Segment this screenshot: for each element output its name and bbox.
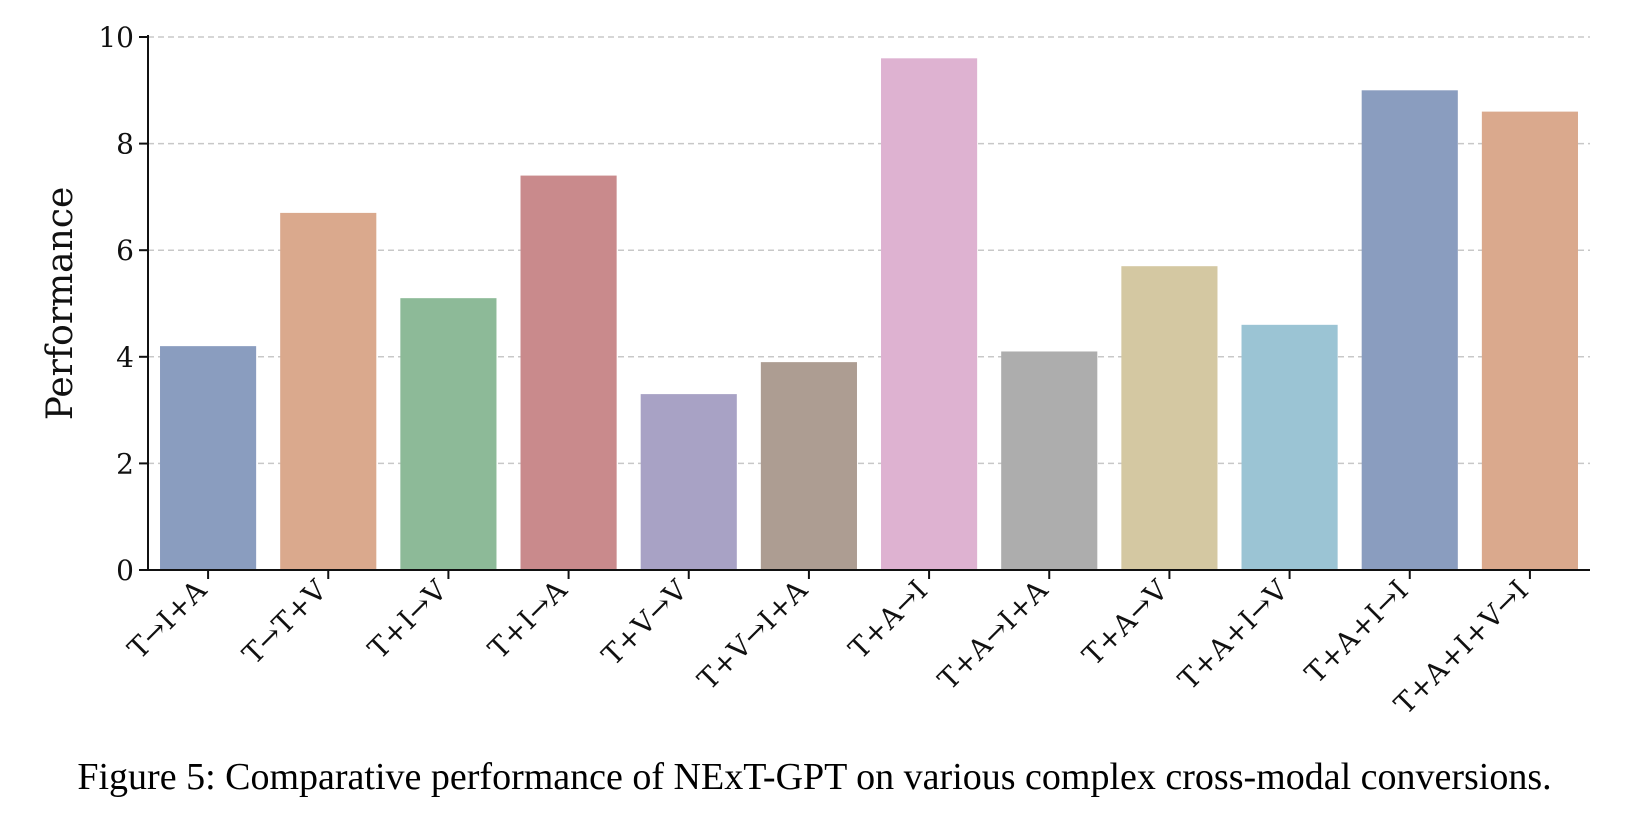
y-axis-label: Performance — [40, 187, 81, 421]
x-tick-label: T+I→A — [482, 573, 574, 665]
axes — [147, 35, 1590, 571]
x-tick-label: T+V→I+A — [691, 573, 814, 696]
x-tick-label: T+A→V — [1076, 573, 1175, 672]
bar — [1361, 90, 1458, 571]
bar — [1001, 351, 1098, 570]
y-tick-label: 2 — [116, 447, 134, 480]
bar — [760, 362, 857, 570]
x-tick-label: T+A→I — [842, 574, 934, 666]
x-tick-label: T+A+I→V — [1172, 573, 1295, 696]
bar — [640, 394, 737, 570]
bar — [400, 298, 497, 570]
y-tick-label: 6 — [116, 234, 134, 267]
bar — [280, 212, 377, 570]
y-ticks: 0 2 4 6 8 10 — [98, 21, 148, 587]
bar — [1241, 324, 1338, 570]
bar — [1481, 111, 1578, 571]
bar-chart: 0 2 4 6 8 10 T→I+A T→T+V T+I→V T+I→A T+V→VT+V→I+A… — [40, 21, 1590, 721]
bar — [520, 175, 617, 570]
grid-lines — [148, 36, 1590, 465]
x-tick-label: T+A+I→I — [1298, 574, 1414, 690]
x-tick-label: T→I+A — [121, 573, 213, 665]
y-tick-label: 10 — [98, 21, 134, 54]
bar — [881, 58, 978, 570]
y-tick-label: 0 — [116, 554, 134, 587]
bar — [160, 346, 257, 570]
y-tick-label: 8 — [116, 128, 134, 161]
x-tick-label: T+V→V — [595, 573, 694, 672]
figure-caption: Figure 5: Comparative performance of NEx… — [77, 756, 1552, 798]
y-tick-label: 4 — [116, 341, 134, 374]
x-tick-label: T→T+V — [236, 573, 334, 671]
x-ticks: T→I+A T→T+V T+I→V T+I→A T+V→VT+V→I+A T+A→IT+A… — [121, 570, 1535, 721]
x-tick-label: T+I→V — [362, 573, 454, 665]
x-tick-label: T+A→I+A — [931, 573, 1054, 696]
bars — [160, 58, 1578, 571]
bar — [1121, 266, 1218, 570]
